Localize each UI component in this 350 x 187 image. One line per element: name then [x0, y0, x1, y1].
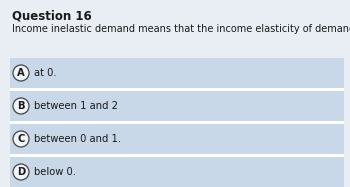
FancyBboxPatch shape [10, 58, 344, 88]
FancyBboxPatch shape [10, 91, 344, 121]
FancyBboxPatch shape [10, 88, 344, 91]
Circle shape [13, 164, 29, 180]
Text: below 0.: below 0. [34, 167, 76, 177]
Text: D: D [17, 167, 25, 177]
Text: between 1 and 2: between 1 and 2 [34, 101, 118, 111]
Text: C: C [17, 134, 25, 144]
Circle shape [13, 65, 29, 81]
Circle shape [13, 131, 29, 147]
Text: Question 16: Question 16 [12, 9, 92, 22]
Text: at 0.: at 0. [34, 68, 57, 78]
Circle shape [13, 98, 29, 114]
FancyBboxPatch shape [10, 124, 344, 154]
FancyBboxPatch shape [10, 157, 344, 187]
FancyBboxPatch shape [10, 121, 344, 124]
Text: Income inelastic demand means that the income elasticity of demand is:: Income inelastic demand means that the i… [12, 24, 350, 34]
Text: B: B [17, 101, 25, 111]
FancyBboxPatch shape [10, 154, 344, 157]
Text: between 0 and 1.: between 0 and 1. [34, 134, 121, 144]
Text: A: A [17, 68, 25, 78]
